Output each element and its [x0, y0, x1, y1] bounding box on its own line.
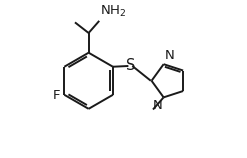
Text: N: N — [164, 49, 174, 62]
Text: F: F — [53, 89, 61, 102]
Text: S: S — [126, 58, 135, 73]
Text: N: N — [153, 99, 163, 112]
Text: NH$_2$: NH$_2$ — [100, 4, 126, 19]
